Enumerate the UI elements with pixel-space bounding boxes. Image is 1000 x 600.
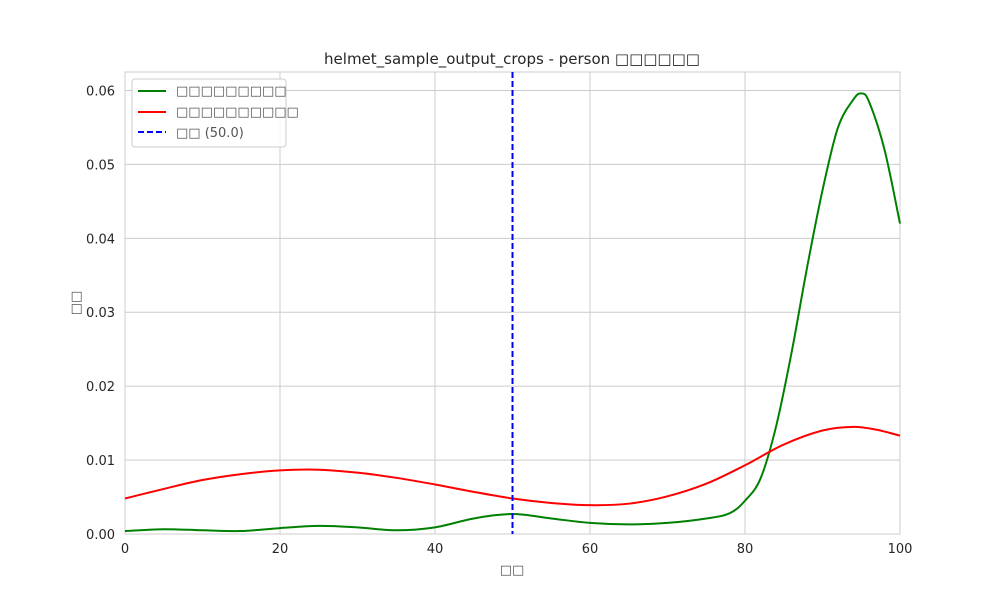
legend-label-threshold: □□ (50.0) [176,126,244,141]
series-layer [124,72,901,534]
y-tick-label: 0.00 [86,528,115,543]
x-axis-label: □□ [500,563,525,578]
x-tick-labels: 0 20 40 60 80 100 [121,542,913,557]
x-tick-label: 20 [272,542,289,557]
series-line-1 [124,92,901,533]
y-tick-label: 0.01 [86,454,115,469]
x-tick-label: 0 [121,542,129,557]
y-tick-label: 0.03 [86,306,115,321]
legend-label-series-1: □□□□□□□□□ [176,84,287,99]
x-tick-label: 80 [737,542,754,557]
x-tick-label: 60 [582,542,599,557]
series-line-2 [124,425,901,507]
y-axis-label: □□ [69,291,84,316]
x-tick-label: 40 [427,542,444,557]
legend: □□□□□□□□□ □□□□□□□□□□ □□ (50.0) [131,78,299,148]
y-tick-labels: 0.00 0.01 0.02 0.03 0.04 0.05 0.06 [86,84,115,543]
legend-label-series-2: □□□□□□□□□□ [176,105,299,120]
chart-title: helmet_sample_output_crops - person □□□□… [324,50,700,69]
y-tick-label: 0.04 [86,232,115,247]
y-tick-label: 0.05 [86,158,115,173]
x-tick-label: 100 [888,542,913,557]
y-tick-label: 0.06 [86,84,115,99]
legend-box [131,78,287,148]
y-tick-label: 0.02 [86,380,115,395]
